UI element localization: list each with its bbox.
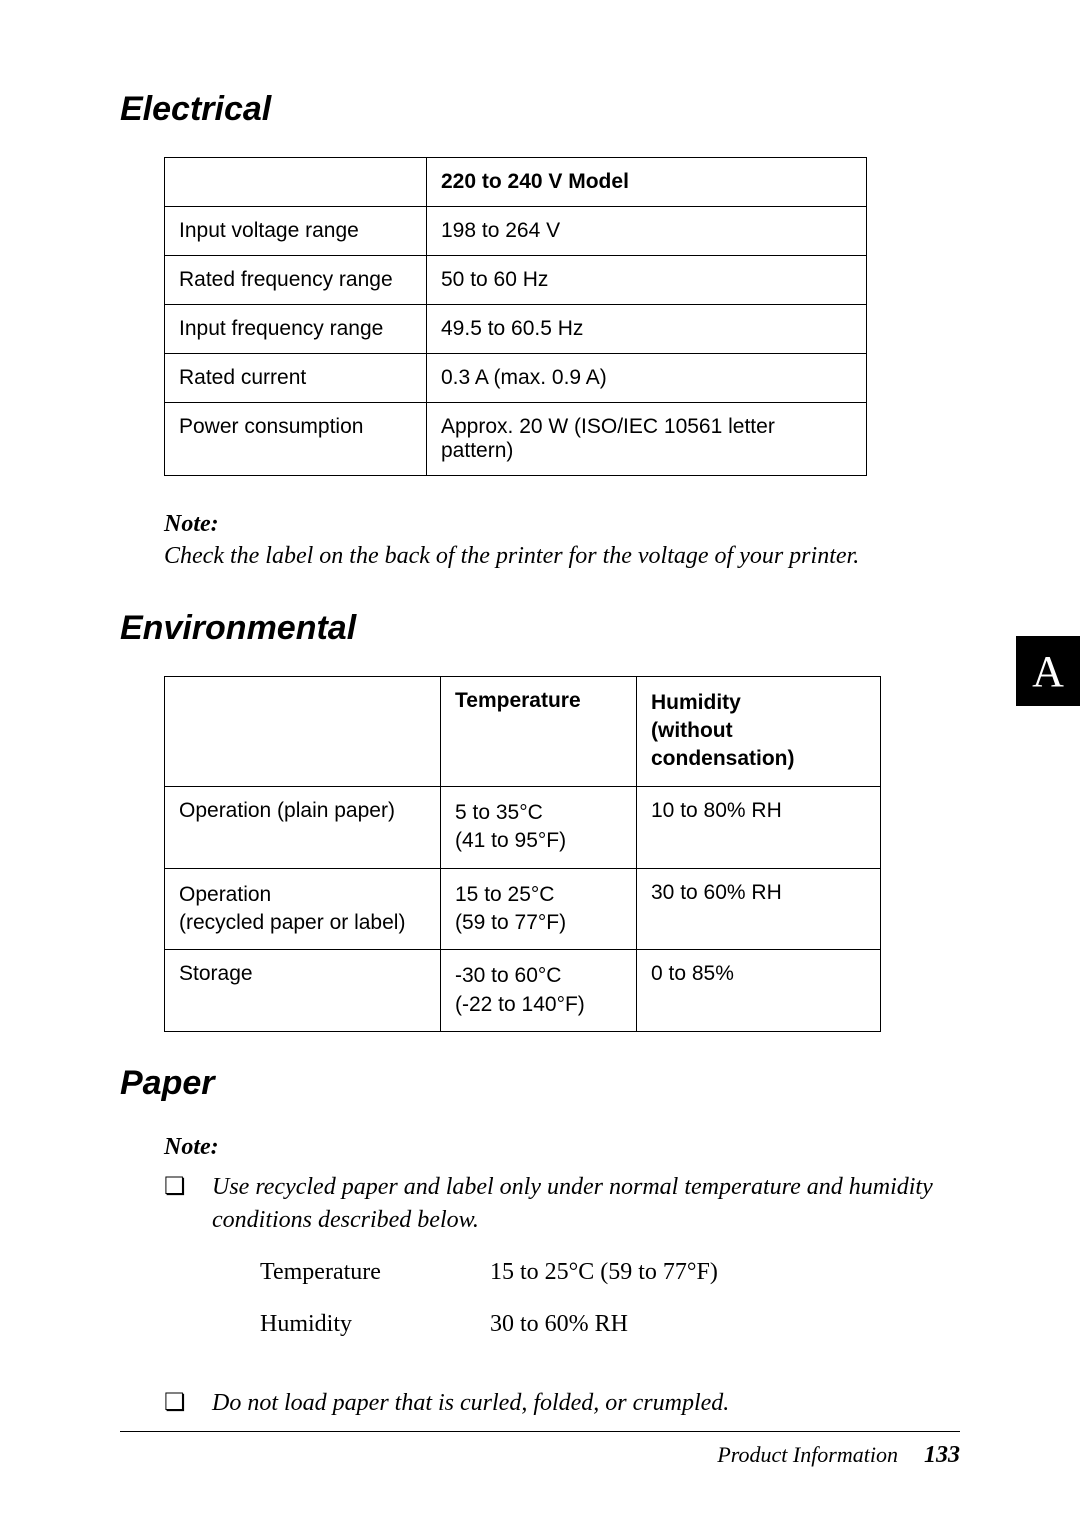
note-text: Check the label on the back of the print… (164, 540, 960, 572)
table-cell: Rated current (165, 354, 427, 403)
kv-key: Humidity (260, 1308, 490, 1340)
table-row: Operation(recycled paper or label) 15 to… (165, 868, 881, 950)
electrical-heading: Electrical (120, 90, 960, 129)
table-header-row: Temperature Humidity(without condensatio… (165, 676, 881, 786)
footer-page-number: 133 (924, 1442, 960, 1469)
appendix-tab-label: A (1032, 646, 1064, 697)
table-cell: 15 to 25°C(59 to 77°F) (441, 868, 637, 950)
table-row: Operation (plain paper) 5 to 35°C(41 to … (165, 786, 881, 868)
table-cell: 0 to 85% (637, 950, 881, 1032)
table-cell: 49.5 to 60.5 Hz (427, 305, 867, 354)
table-row: Power consumption Approx. 20 W (ISO/IEC … (165, 403, 867, 476)
paper-note: Note: ❏ Use recycled paper and label onl… (164, 1131, 960, 1419)
table-cell: Storage (165, 950, 441, 1032)
table-cell: 10 to 80% RH (637, 786, 881, 868)
page: Electrical 220 to 240 V Model Input volt… (0, 0, 1080, 1529)
table-row: Rated frequency range 50 to 60 Hz (165, 256, 867, 305)
kv-value: 15 to 25°C (59 to 77°F) (490, 1256, 718, 1288)
table-cell: Power consumption (165, 403, 427, 476)
appendix-tab: A (1016, 636, 1080, 706)
kv-row: Humidity 30 to 60% RH (260, 1308, 960, 1340)
table-cell: Operation (plain paper) (165, 786, 441, 868)
table-row: Rated current 0.3 A (max. 0.9 A) (165, 354, 867, 403)
bullet-body: Use recycled paper and label only under … (212, 1171, 960, 1361)
table-header-cell: Humidity(without condensation) (637, 676, 881, 786)
table-header-cell: 220 to 240 V Model (427, 158, 867, 207)
bullet-text: Use recycled paper and label only under … (212, 1174, 933, 1232)
paper-heading: Paper (120, 1064, 960, 1103)
table-header-cell (165, 158, 427, 207)
bullet-body: Do not load paper that is curled, folded… (212, 1387, 960, 1419)
table-cell: Input frequency range (165, 305, 427, 354)
table-row: Input voltage range 198 to 264 V (165, 207, 867, 256)
list-item: ❏ Do not load paper that is curled, fold… (164, 1387, 960, 1419)
table-cell: Approx. 20 W (ISO/IEC 10561 letter patte… (427, 403, 867, 476)
footer-title: Product Information (717, 1442, 898, 1468)
note-label: Note: (164, 508, 960, 540)
table-cell: 0.3 A (max. 0.9 A) (427, 354, 867, 403)
table-cell: 30 to 60% RH (637, 868, 881, 950)
table-cell: 198 to 264 V (427, 207, 867, 256)
table-cell: Input voltage range (165, 207, 427, 256)
table-cell: 50 to 60 Hz (427, 256, 867, 305)
page-footer: Product Information 133 (120, 1431, 960, 1469)
electrical-note: Note: Check the label on the back of the… (164, 508, 960, 573)
paper-conditions: Temperature 15 to 25°C (59 to 77°F) Humi… (260, 1256, 960, 1341)
note-label: Note: (164, 1131, 960, 1163)
table-header-cell: Temperature (441, 676, 637, 786)
kv-key: Temperature (260, 1256, 490, 1288)
table-cell: Operation(recycled paper or label) (165, 868, 441, 950)
list-item: ❏ Use recycled paper and label only unde… (164, 1171, 960, 1361)
table-header-cell (165, 676, 441, 786)
environmental-table: Temperature Humidity(without condensatio… (164, 676, 881, 1032)
table-header-row: 220 to 240 V Model (165, 158, 867, 207)
paper-bullet-list: ❏ Use recycled paper and label only unde… (164, 1171, 960, 1419)
table-row: Input frequency range 49.5 to 60.5 Hz (165, 305, 867, 354)
kv-value: 30 to 60% RH (490, 1308, 628, 1340)
table-cell: 5 to 35°C(41 to 95°F) (441, 786, 637, 868)
bullet-icon: ❏ (164, 1171, 188, 1203)
table-row: Storage -30 to 60°C(-22 to 140°F) 0 to 8… (165, 950, 881, 1032)
table-cell: -30 to 60°C(-22 to 140°F) (441, 950, 637, 1032)
table-cell: Rated frequency range (165, 256, 427, 305)
environmental-heading: Environmental (120, 609, 960, 648)
kv-row: Temperature 15 to 25°C (59 to 77°F) (260, 1256, 960, 1288)
electrical-table: 220 to 240 V Model Input voltage range 1… (164, 157, 867, 476)
bullet-icon: ❏ (164, 1387, 188, 1419)
bullet-text: Do not load paper that is curled, folded… (212, 1390, 729, 1416)
